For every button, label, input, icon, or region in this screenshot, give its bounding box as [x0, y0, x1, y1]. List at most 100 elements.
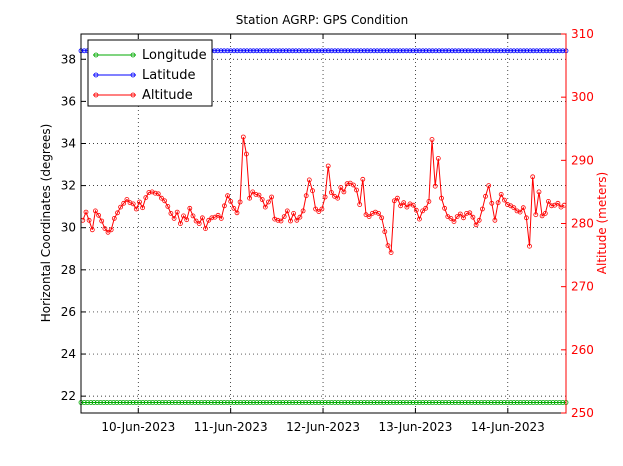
data-point — [400, 48, 406, 54]
series-altitude — [80, 134, 567, 256]
data-point — [475, 400, 481, 405]
data-point — [283, 48, 289, 54]
data-point — [410, 400, 416, 405]
data-point — [296, 400, 302, 405]
data-point — [443, 400, 449, 405]
x-axis: 10-Jun-2023 11-Jun-2023 12-Jun-2023 13-Jun-… — [101, 34, 545, 434]
data-point — [537, 400, 543, 405]
data-point — [153, 400, 159, 405]
y-tick-label-right: 310 — [571, 27, 594, 41]
data-point — [88, 400, 94, 405]
data-point — [127, 400, 133, 405]
y-tick-label-right: 280 — [571, 217, 594, 231]
data-point — [244, 400, 250, 405]
data-point — [344, 181, 350, 187]
data-point — [436, 48, 442, 54]
data-point — [489, 200, 495, 206]
data-point — [391, 48, 396, 54]
data-point — [413, 207, 419, 213]
data-point — [371, 400, 377, 405]
legend-label: Longitude — [142, 48, 207, 63]
data-point — [335, 48, 341, 54]
data-point — [195, 400, 201, 405]
data-point — [137, 400, 143, 405]
data-point — [345, 400, 351, 405]
data-point — [251, 48, 256, 54]
data-point — [465, 48, 471, 54]
data-point — [243, 151, 249, 157]
data-point — [504, 400, 510, 405]
data-point — [407, 48, 413, 54]
data-point — [544, 400, 549, 405]
data-point — [124, 400, 129, 405]
data-point — [451, 219, 457, 225]
data-point — [309, 48, 315, 54]
data-point — [501, 197, 507, 203]
data-point — [303, 400, 309, 405]
data-point — [469, 48, 475, 54]
data-point — [454, 214, 460, 220]
data-point — [293, 48, 299, 54]
data-point — [452, 48, 458, 54]
data-point — [410, 48, 416, 54]
data-point — [407, 400, 413, 405]
data-point — [486, 183, 492, 189]
data-point — [342, 400, 348, 405]
data-point — [381, 400, 387, 405]
data-point — [397, 400, 403, 405]
data-point — [181, 213, 186, 219]
y-tick-label-left: 38 — [61, 52, 76, 66]
data-point — [303, 193, 309, 199]
data-point — [382, 229, 388, 235]
data-point — [94, 400, 100, 405]
data-point — [517, 209, 523, 215]
data-point — [429, 137, 435, 142]
data-point — [456, 400, 462, 405]
y-axis-left-label: Horizontal Coordinates (degrees) — [39, 124, 53, 323]
data-point — [495, 48, 501, 54]
data-point — [432, 183, 438, 189]
data-point — [514, 48, 520, 54]
data-point — [345, 48, 351, 54]
data-point — [511, 400, 517, 405]
data-point — [461, 215, 466, 221]
data-point — [177, 221, 183, 226]
data-point — [464, 210, 470, 216]
data-point — [93, 208, 98, 214]
data-point — [401, 200, 407, 206]
data-point — [264, 400, 269, 405]
data-point — [247, 400, 253, 405]
y-tick-label-left: 28 — [61, 263, 76, 277]
data-point — [117, 400, 123, 405]
data-point — [397, 48, 403, 54]
data-point — [335, 400, 341, 405]
data-point — [306, 177, 312, 183]
data-point — [482, 400, 488, 405]
data-point — [476, 217, 482, 223]
data-point — [465, 400, 471, 405]
data-point — [398, 203, 404, 209]
data-point — [231, 205, 237, 211]
data-point — [329, 400, 335, 405]
data-point — [108, 227, 114, 233]
series-longitude — [78, 400, 569, 405]
data-point — [374, 48, 380, 54]
data-point — [269, 194, 275, 200]
data-point — [544, 48, 549, 54]
data-point — [501, 400, 507, 405]
data-point — [312, 48, 318, 54]
data-point — [550, 400, 556, 405]
x-tick-label: 13-Jun-2023 — [378, 420, 452, 434]
data-point — [159, 195, 164, 201]
data-point — [107, 400, 113, 405]
y-tick-label-right: 290 — [571, 153, 594, 167]
data-point — [376, 210, 382, 216]
data-point — [189, 400, 195, 405]
data-point — [208, 400, 214, 405]
data-point — [546, 198, 551, 204]
data-point — [420, 208, 426, 214]
data-point — [540, 48, 546, 54]
data-point — [280, 400, 286, 405]
data-point — [137, 199, 142, 205]
